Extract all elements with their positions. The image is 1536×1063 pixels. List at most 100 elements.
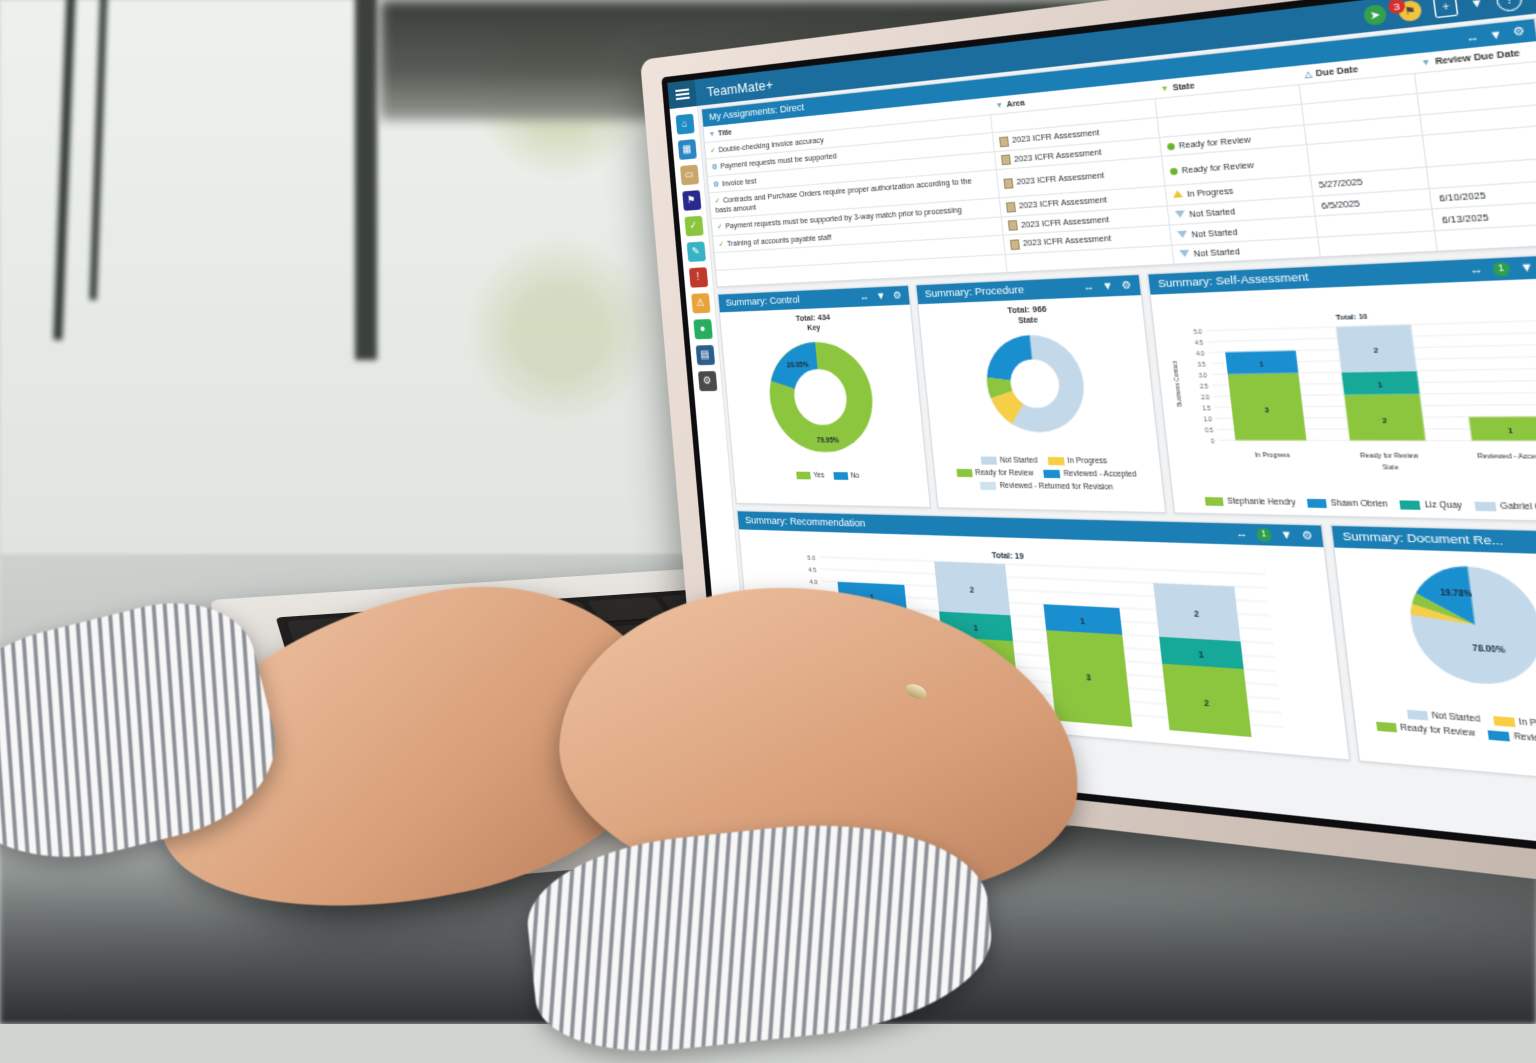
self-assessment-legend: Stephanie Hendry Shawn Obrien Liz Quay G…: [1180, 497, 1536, 514]
sidebar-item-issues[interactable]: !: [688, 267, 707, 288]
svg-text:In Progress: In Progress: [1254, 451, 1291, 459]
gear-icon[interactable]: ⚙: [1301, 529, 1314, 543]
sidebar-item-warning[interactable]: ⚠: [691, 293, 710, 313]
resize-icon[interactable]: ↔: [1235, 528, 1248, 541]
legend-item-gabriel-costa[interactable]: Gabriel Costa: [1475, 502, 1536, 513]
legend-item-not-started[interactable]: Not Started: [981, 457, 1038, 465]
legend-item-reviewed-accepted[interactable]: Reviewed - Accepted: [1043, 470, 1137, 479]
x-axis-label: State: [1382, 464, 1400, 471]
svg-text:0.5: 0.5: [1205, 427, 1215, 433]
panel-toolbar: ↔ ▼ ⚙: [1465, 24, 1526, 44]
sidebar-item-globe[interactable]: ●: [693, 319, 712, 339]
gear-icon[interactable]: ⚙: [892, 289, 902, 301]
svg-text:5.0: 5.0: [1194, 329, 1204, 336]
legend-item-ready-for-review[interactable]: Ready for Review: [956, 469, 1034, 478]
summary-document-review-panel: Summary: Document Re...: [1330, 525, 1536, 787]
panel-title: Summary: Control: [725, 294, 800, 309]
resize-icon[interactable]: ↔: [1083, 281, 1095, 293]
resize-icon[interactable]: ↔: [1469, 263, 1484, 277]
control-chart: Total: 434 Key 20.05% 79.95%: [720, 305, 928, 488]
legend-item-reviewed-accepted[interactable]: Reviewed - Accepted: [1488, 730, 1536, 749]
sidebar-item-reports[interactable]: ▤: [695, 345, 714, 365]
document-review-legend: Not Started In Progress Ready for Review…: [1360, 706, 1536, 750]
panel-title: Summary: Procedure: [924, 284, 1024, 301]
procedure-legend: Not Started In Progress Ready for Review…: [939, 456, 1157, 492]
control-donut-svg: 20.05% 79.95%: [727, 329, 920, 463]
svg-text:2.0: 2.0: [1201, 394, 1211, 401]
document-review-pie-svg: 19.78% 78.00%: [1342, 553, 1536, 713]
dropdown-caret-icon[interactable]: ▼: [1469, 0, 1484, 10]
svg-text:4.0: 4.0: [1196, 351, 1206, 358]
svg-text:3.0: 3.0: [1199, 372, 1209, 379]
legend-item-in-progress[interactable]: In Progress: [1047, 457, 1107, 466]
panel-title: Summary: Self-Assessment: [1157, 271, 1309, 291]
legend-item-no[interactable]: No: [833, 472, 860, 480]
new-window-icon[interactable]: +: [1433, 0, 1459, 18]
hamburger-menu-icon[interactable]: [667, 80, 697, 109]
summary-procedure-panel: Summary: Procedure ↔ ▼ ⚙ Total: 966: [915, 274, 1166, 514]
svg-text:4.5: 4.5: [1195, 340, 1205, 347]
bar-group-4[interactable]: 2 1 2: [1153, 583, 1251, 737]
resize-icon[interactable]: ↔: [1465, 30, 1480, 44]
svg-text:2: 2: [1374, 347, 1379, 355]
gear-icon[interactable]: ⚙: [1512, 24, 1526, 39]
filter-icon[interactable]: ▼: [1488, 27, 1503, 41]
sidebar-item-tasks[interactable]: ✓: [684, 216, 703, 237]
svg-text:1: 1: [1508, 427, 1514, 435]
panel-title: Summary: Document Re...: [1342, 530, 1504, 549]
bar-group-ready-for-review[interactable]: 2 1 2 Ready for Review: [1336, 325, 1428, 461]
filter-badge: 1: [1492, 262, 1510, 277]
slice-label-reviewed-accepted: 19.78%: [1440, 590, 1474, 600]
chart-total: Total: 10: [1335, 313, 1368, 322]
sidebar-item-folder[interactable]: ▭: [680, 165, 699, 186]
svg-text:2: 2: [1382, 417, 1387, 425]
y-axis-ticks: 5.0 4.5 4.0 3.5 3.0 2.5 2.0 1.5: [1194, 329, 1216, 445]
legend-item-in-progress[interactable]: In Progress: [1493, 716, 1536, 731]
legend-item-stephanie-hendry[interactable]: Stephanie Hendry: [1205, 497, 1296, 507]
self-assessment-chart: Total: 10 Business Contact 5.0 4.5 4.0 3…: [1151, 278, 1536, 522]
notification-bell-icon[interactable]: ⚑ 3: [1398, 0, 1423, 22]
legend-item-ready-for-review[interactable]: Ready for Review: [1376, 722, 1476, 739]
resize-icon[interactable]: ↔: [859, 291, 869, 302]
filter-icon[interactable]: ▼: [1102, 280, 1114, 292]
svg-text:1.0: 1.0: [1204, 416, 1214, 422]
sidebar-item-home[interactable]: ⌂: [675, 114, 694, 135]
summary-control-panel: Summary: Control ↔ ▼ ⚙ Total: 434: [717, 285, 931, 508]
sidebar-item-projects[interactable]: ▦: [677, 139, 696, 160]
legend-item-shawn-obrien[interactable]: Shawn Obrien: [1307, 499, 1388, 509]
filter-icon[interactable]: ▼: [1280, 529, 1293, 542]
sidebar-item-edit[interactable]: ✎: [686, 241, 705, 262]
svg-text:1.5: 1.5: [1202, 405, 1212, 412]
sidebar-item-settings[interactable]: ⚙: [697, 371, 716, 391]
summary-self-assessment-panel: Summary: Self-Assessment ↔ 1 ▼ ⚙: [1147, 254, 1536, 523]
svg-text:0: 0: [1211, 438, 1216, 444]
bar-group-reviewed-accepted[interactable]: 1 Reviewed - Accepted: [1469, 417, 1536, 461]
panel-title: Summary: Recommendation: [745, 515, 866, 530]
bar-group-3[interactable]: 3 1: [1043, 604, 1132, 727]
bar-group-in-progress[interactable]: 3 1 In Progress: [1225, 351, 1309, 460]
control-legend: Yes No: [739, 471, 922, 481]
svg-text:1: 1: [1378, 382, 1383, 390]
filter-badge: 1: [1256, 528, 1272, 542]
gear-icon[interactable]: ⚙: [1121, 279, 1132, 292]
y-axis-label: Business Contact: [1171, 360, 1183, 407]
svg-text:2.5: 2.5: [1200, 383, 1210, 390]
svg-text:Reviewed - Accepted: Reviewed - Accepted: [1477, 452, 1536, 461]
legend-item-liz-quay[interactable]: Liz Quay: [1400, 500, 1463, 510]
chart-total: Total: 19: [991, 552, 1024, 562]
document-review-chart: 19.78% 78.00% Not Started In Progress Re…: [1334, 548, 1536, 760]
help-icon[interactable]: ?: [1495, 0, 1523, 12]
legend-item-yes[interactable]: Yes: [796, 472, 824, 480]
legend-item-not-started[interactable]: Not Started: [1407, 710, 1481, 725]
sidebar-item-alerts[interactable]: ⚑: [682, 190, 701, 211]
filter-icon[interactable]: ▼: [876, 291, 886, 302]
slice-label-no: 20.05%: [787, 361, 810, 369]
filter-icon[interactable]: ▼: [1519, 261, 1534, 275]
notification-badge: 3: [1387, 0, 1406, 15]
svg-text:4.5: 4.5: [808, 567, 817, 574]
svg-text:Ready for Review: Ready for Review: [1360, 452, 1420, 460]
send-icon[interactable]: ➤: [1363, 4, 1388, 26]
slice-label-yes: 79.95%: [816, 436, 840, 444]
legend-item-reviewed-returned[interactable]: Reviewed - Returned for Revision: [980, 482, 1113, 492]
self-assessment-bar-svg: Total: 10 Business Contact 5.0 4.5 4.0 3…: [1157, 283, 1536, 491]
